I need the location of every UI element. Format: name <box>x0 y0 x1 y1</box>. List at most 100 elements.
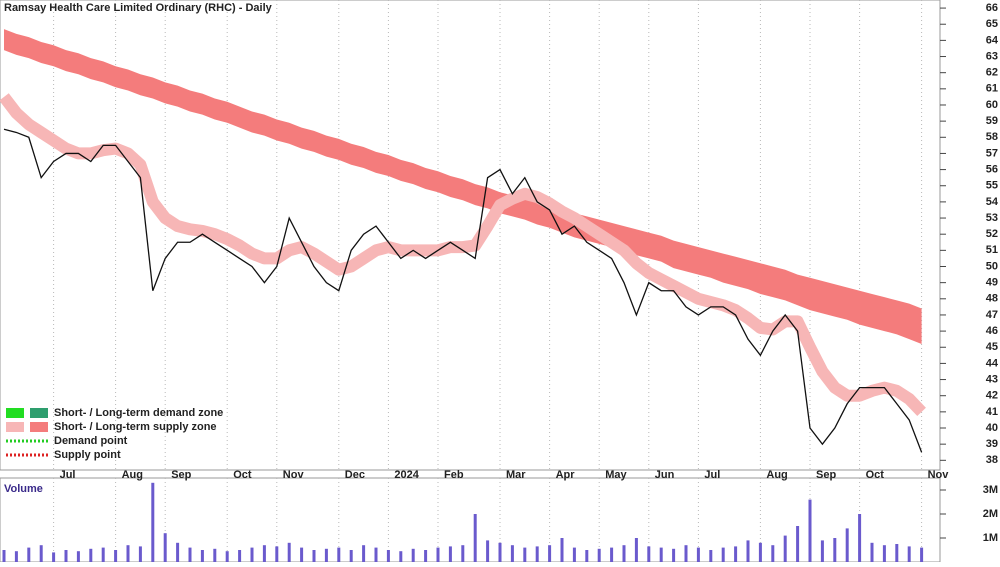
volume-bar <box>498 542 502 562</box>
x-tick-label: May <box>605 469 627 481</box>
volume-bar <box>238 550 242 562</box>
volume-bar <box>250 547 254 562</box>
y-tick-label: 41 <box>986 406 998 418</box>
volume-bar <box>324 548 328 562</box>
volume-bar <box>771 545 775 562</box>
volume-panel <box>0 477 941 563</box>
y-tick-label: 49 <box>986 277 998 289</box>
y-tick-label: 63 <box>986 50 998 62</box>
x-tick-label: Oct <box>866 469 885 481</box>
y-tick-label: 55 <box>986 180 998 192</box>
x-tick-label: Nov <box>283 469 305 481</box>
volume-bar <box>672 548 676 562</box>
volume-bar <box>151 482 155 562</box>
volume-bar <box>659 547 663 562</box>
chart-title: Ramsay Health Care Limited Ordinary (RHC… <box>4 2 273 14</box>
x-tick-label: Jul <box>704 469 720 481</box>
x-tick-label: Aug <box>766 469 787 481</box>
y-tick-label: 2M <box>983 508 998 520</box>
volume-bar <box>424 550 428 562</box>
y-tick-label: 62 <box>986 67 998 79</box>
y-tick-label: 53 <box>986 212 998 224</box>
legend-swatch <box>6 408 24 418</box>
volume-bar <box>523 547 527 562</box>
y-tick-label: 44 <box>986 357 999 369</box>
volume-bar <box>920 547 924 562</box>
volume-bar <box>486 540 490 562</box>
volume-bar <box>225 551 229 562</box>
volume-bar <box>510 545 514 562</box>
volume-bar <box>845 528 849 562</box>
volume-bar <box>597 548 601 562</box>
volume-bar <box>535 546 539 562</box>
y-tick-label: 46 <box>986 325 998 337</box>
volume-bar <box>399 551 403 562</box>
y-tick-label: 52 <box>986 228 998 240</box>
legend-swatch <box>30 422 48 432</box>
x-tick-label: Jun <box>655 469 675 481</box>
volume-bar <box>572 547 576 562</box>
volume-bar <box>820 540 824 562</box>
legend-label: Demand point <box>54 435 128 447</box>
volume-bar <box>634 538 638 562</box>
volume-bar <box>188 547 192 562</box>
volume-bar <box>622 545 626 562</box>
volume-bar <box>76 551 80 562</box>
x-tick-label: 2024 <box>394 469 419 481</box>
volume-bar <box>411 548 415 562</box>
y-tick-label: 47 <box>986 309 998 321</box>
legend-swatch <box>30 408 48 418</box>
volume-bar <box>362 545 366 562</box>
volume-bar <box>473 514 477 562</box>
volume-bar <box>2 550 6 562</box>
volume-bar <box>176 542 180 562</box>
x-tick-label: Dec <box>345 469 365 481</box>
y-tick-label: 65 <box>986 18 998 30</box>
volume-bar <box>126 545 130 562</box>
y-tick-label: 40 <box>986 422 998 434</box>
y-tick-label: 58 <box>986 131 998 143</box>
y-tick-label: 54 <box>986 196 999 208</box>
volume-bar <box>647 546 651 562</box>
legend-label: Supply point <box>54 449 121 461</box>
y-tick-label: 3M <box>983 484 998 496</box>
volume-bar <box>337 547 341 562</box>
volume-bar <box>287 542 291 562</box>
volume-bar <box>262 545 266 562</box>
volume-bar <box>709 550 713 562</box>
volume-bar <box>548 545 552 562</box>
volume-bar <box>882 545 886 562</box>
volume-bar <box>200 550 204 562</box>
y-tick-label: 50 <box>986 260 998 272</box>
volume-bar <box>114 550 118 562</box>
legend-swatch <box>6 422 24 432</box>
volume-bar <box>349 550 353 562</box>
volume-bar <box>907 546 911 562</box>
legend-label: Short- / Long-term demand zone <box>54 407 223 419</box>
volume-bar <box>213 548 217 562</box>
y-tick-label: 1M <box>983 532 998 544</box>
x-tick-label: Jul <box>60 469 76 481</box>
y-tick-label: 42 <box>986 390 998 402</box>
volume-bar <box>796 526 800 562</box>
y-tick-label: 45 <box>986 341 998 353</box>
y-tick-label: 57 <box>986 147 998 159</box>
y-tick-label: 39 <box>986 438 998 450</box>
y-tick-label: 51 <box>986 244 998 256</box>
x-tick-label: Feb <box>444 469 464 481</box>
volume-bar <box>64 550 68 562</box>
volume-bar <box>783 535 787 562</box>
volume-bar <box>585 550 589 562</box>
x-tick-label: Mar <box>506 469 526 481</box>
y-tick-label: 56 <box>986 163 998 175</box>
volume-bar <box>696 547 700 562</box>
legend: Short- / Long-term demand zone Short- / … <box>6 407 223 461</box>
volume-bar <box>138 546 142 562</box>
volume-bar <box>870 542 874 562</box>
volume-bar <box>27 547 31 562</box>
volume-bar <box>721 547 725 562</box>
y-tick-label: 61 <box>986 83 998 95</box>
short-term-zone <box>0 93 926 417</box>
y-tick-label: 38 <box>986 454 998 466</box>
